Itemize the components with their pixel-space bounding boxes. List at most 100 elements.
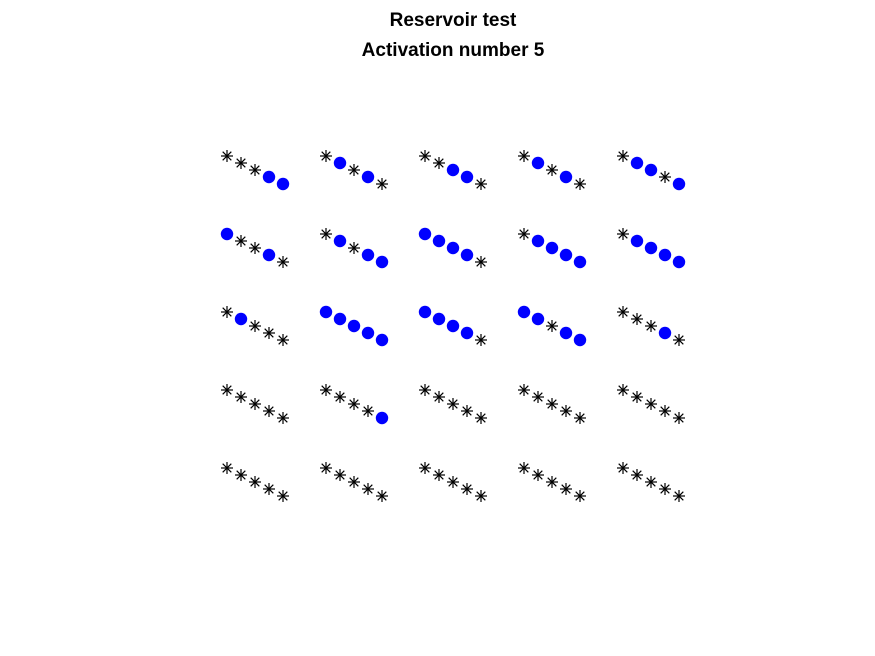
inactive-point xyxy=(673,334,685,346)
inactive-point xyxy=(631,469,643,481)
inactive-point xyxy=(617,150,629,162)
inactive-point xyxy=(659,405,671,417)
inactive-point xyxy=(235,157,247,169)
inactive-point xyxy=(221,150,233,162)
inactive-point xyxy=(574,412,586,424)
inactive-point xyxy=(235,391,247,403)
neuron-group-r1-c3 xyxy=(419,150,487,190)
inactive-point xyxy=(546,164,558,176)
inactive-point xyxy=(433,469,445,481)
active-point xyxy=(333,312,347,326)
inactive-point xyxy=(249,476,261,488)
inactive-point xyxy=(433,157,445,169)
inactive-point xyxy=(221,306,233,318)
inactive-point xyxy=(277,490,289,502)
inactive-point xyxy=(376,490,388,502)
neuron-group-r3-c2 xyxy=(319,305,389,347)
inactive-point xyxy=(263,327,275,339)
inactive-point xyxy=(320,150,332,162)
neuron-group-r3-c1 xyxy=(221,306,289,346)
inactive-point xyxy=(419,384,431,396)
active-point xyxy=(630,156,644,170)
inactive-point xyxy=(617,462,629,474)
active-point xyxy=(276,177,290,191)
active-point xyxy=(559,170,573,184)
inactive-point xyxy=(673,412,685,424)
inactive-point xyxy=(433,391,445,403)
active-point xyxy=(361,170,375,184)
neuron-group-r1-c5 xyxy=(617,150,686,191)
active-point xyxy=(418,305,432,319)
inactive-point xyxy=(574,178,586,190)
inactive-point xyxy=(249,242,261,254)
neuron-group-r4-c4 xyxy=(518,384,586,424)
neuron-group-r1-c1 xyxy=(221,150,290,191)
neuron-group-r1-c4 xyxy=(518,150,586,190)
inactive-point xyxy=(376,178,388,190)
inactive-point xyxy=(631,391,643,403)
neuron-group-r3-c4 xyxy=(517,305,587,347)
inactive-point xyxy=(475,256,487,268)
inactive-point xyxy=(362,405,374,417)
active-point xyxy=(220,227,234,241)
inactive-point xyxy=(334,391,346,403)
inactive-point xyxy=(673,490,685,502)
neuron-group-r3-c3 xyxy=(418,305,487,346)
neuron-group-r4-c3 xyxy=(419,384,487,424)
inactive-point xyxy=(645,476,657,488)
active-point xyxy=(361,248,375,262)
inactive-point xyxy=(518,462,530,474)
inactive-point xyxy=(348,164,360,176)
inactive-point xyxy=(249,320,261,332)
inactive-point xyxy=(461,405,473,417)
active-point xyxy=(517,305,531,319)
inactive-point xyxy=(249,398,261,410)
inactive-point xyxy=(419,462,431,474)
neuron-group-r4-c2 xyxy=(320,384,389,425)
neuron-group-r2-c5 xyxy=(617,228,686,269)
active-point xyxy=(460,248,474,262)
inactive-point xyxy=(518,228,530,240)
active-point xyxy=(545,241,559,255)
inactive-point xyxy=(348,242,360,254)
neuron-group-r5-c5 xyxy=(617,462,685,502)
active-point xyxy=(432,312,446,326)
inactive-point xyxy=(659,171,671,183)
active-point xyxy=(460,170,474,184)
neuron-group-r2-c4 xyxy=(518,228,587,269)
plot-area xyxy=(220,150,686,502)
inactive-point xyxy=(560,483,572,495)
active-point xyxy=(531,234,545,248)
inactive-point xyxy=(447,476,459,488)
inactive-point xyxy=(560,405,572,417)
active-point xyxy=(573,333,587,347)
neuron-group-r5-c4 xyxy=(518,462,586,502)
active-point xyxy=(375,333,389,347)
inactive-point xyxy=(263,483,275,495)
active-point xyxy=(375,255,389,269)
active-point xyxy=(262,170,276,184)
inactive-point xyxy=(518,384,530,396)
inactive-point xyxy=(235,469,247,481)
active-point xyxy=(658,248,672,262)
inactive-point xyxy=(320,462,332,474)
active-point xyxy=(234,312,248,326)
inactive-point xyxy=(659,483,671,495)
inactive-point xyxy=(645,398,657,410)
chart-subtitle: Activation number 5 xyxy=(362,40,545,61)
inactive-point xyxy=(475,490,487,502)
active-point xyxy=(347,319,361,333)
inactive-point xyxy=(461,483,473,495)
active-point xyxy=(333,156,347,170)
active-point xyxy=(573,255,587,269)
neuron-group-r2-c1 xyxy=(220,227,289,268)
inactive-point xyxy=(419,150,431,162)
chart-title: Reservoir test xyxy=(390,10,517,31)
active-point xyxy=(319,305,333,319)
active-point xyxy=(460,326,474,340)
inactive-point xyxy=(320,384,332,396)
active-point xyxy=(644,163,658,177)
inactive-point xyxy=(532,391,544,403)
active-point xyxy=(559,248,573,262)
inactive-point xyxy=(475,334,487,346)
